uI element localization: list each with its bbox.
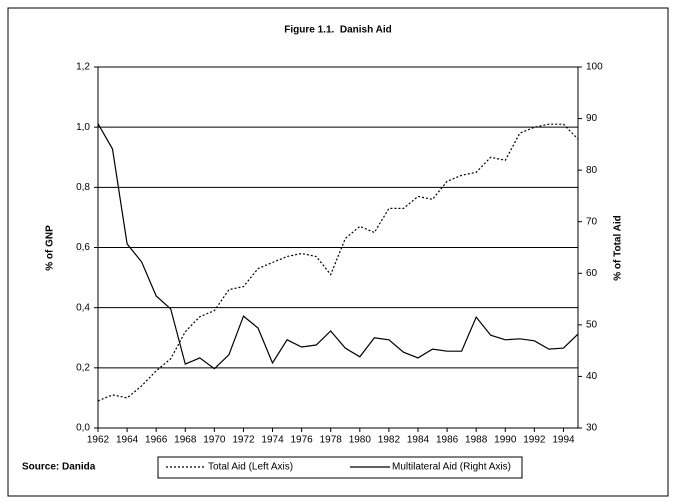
y-tick-label: 0,4 — [76, 302, 90, 313]
x-tick-label: 1970 — [203, 435, 226, 446]
y2-tick-label: 80 — [586, 165, 598, 176]
x-tick-label: 1966 — [145, 435, 168, 446]
y-tick-label: 0,2 — [76, 362, 90, 373]
legend-label: Total Aid (Left Axis) — [208, 462, 293, 473]
legend-box — [157, 456, 523, 479]
x-tick-label: 1972 — [232, 435, 255, 446]
x-tick-label: 1994 — [552, 435, 575, 446]
y2-tick-label: 40 — [586, 371, 598, 382]
y-tick-label: 1,2 — [76, 62, 90, 73]
chart-frame — [7, 7, 669, 497]
y2-axis-label: % of Total Aid — [613, 215, 624, 281]
y2-tick-label: 60 — [586, 268, 598, 279]
y2-tick-label: 30 — [586, 423, 598, 434]
x-tick-label: 1978 — [320, 435, 343, 446]
y-tick-label: 0,6 — [76, 242, 90, 253]
x-tick-label: 1988 — [465, 435, 488, 446]
y-axis-label: % of GNP — [45, 225, 56, 271]
series-line — [97, 123, 579, 370]
source-note: Source: Danida — [22, 462, 96, 473]
x-tick-label: 1992 — [523, 435, 546, 446]
y-tick-label: 1,0 — [76, 122, 90, 133]
legend-label: Multilateral Aid (Right Axis) — [392, 462, 511, 473]
x-tick-label: 1982 — [378, 435, 401, 446]
x-tick-label: 1964 — [116, 435, 139, 446]
series-line — [97, 123, 579, 402]
x-tick-label: 1986 — [436, 435, 459, 446]
x-tick-label: 1976 — [291, 435, 314, 446]
y2-tick-label: 100 — [586, 62, 603, 73]
y-tick-label: 0,0 — [76, 423, 90, 434]
y2-tick-label: 50 — [586, 319, 598, 330]
x-tick-label: 1984 — [407, 435, 430, 446]
y2-tick-label: 70 — [586, 216, 598, 227]
y2-tick-label: 90 — [586, 113, 598, 124]
x-tick-label: 1990 — [494, 435, 517, 446]
x-tick-label: 1968 — [174, 435, 197, 446]
x-tick-label: 1974 — [261, 435, 284, 446]
x-tick-label: 1980 — [349, 435, 372, 446]
chart-title: Figure 1.1. Danish Aid — [284, 25, 391, 36]
x-tick-label: 1962 — [87, 435, 110, 446]
y-tick-label: 0,8 — [76, 182, 90, 193]
